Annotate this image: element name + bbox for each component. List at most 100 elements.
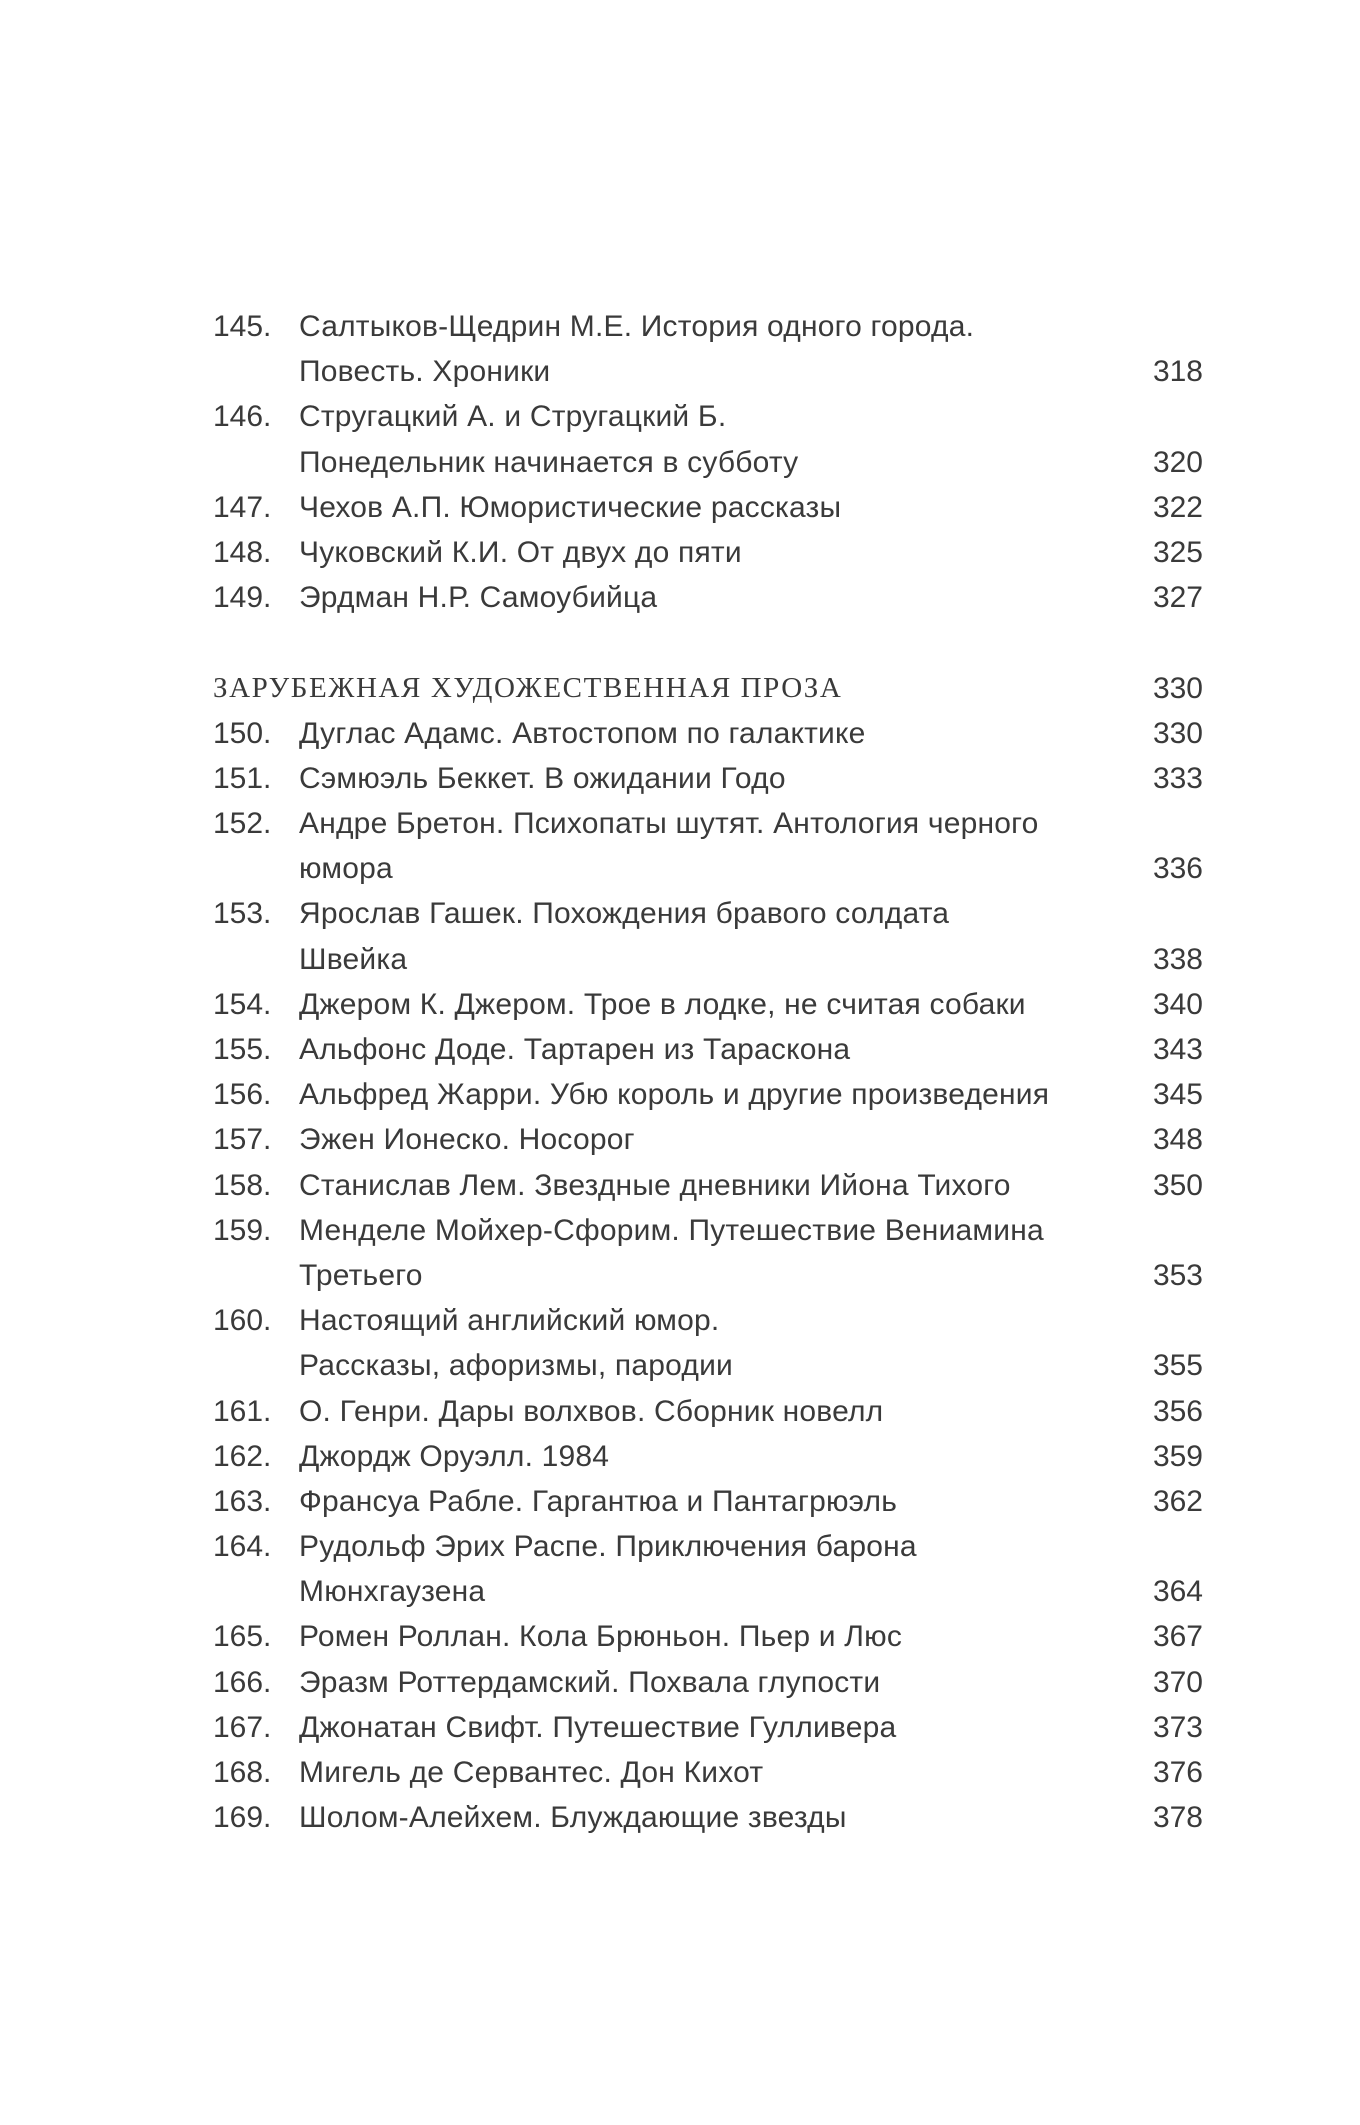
entry-line: 152. Андре Бретон. Психопаты шутят. Антол…	[213, 801, 1203, 846]
entry-title: Альфред Жарри. Убю король и другие произ…	[299, 1078, 1050, 1112]
entry-title: Рудольф Эрих Распе. Приключения барона	[299, 1530, 917, 1564]
entry-page-number: 362	[1152, 1484, 1203, 1518]
entry-number: 153.	[213, 897, 272, 931]
entry-line: 145. Салтыков-Щедрин М.Е. История одного …	[213, 304, 1203, 349]
entry-line: 162. Джордж Оруэлл. 1984 359	[213, 1434, 1203, 1479]
entry-page-number: 348	[1152, 1123, 1203, 1157]
entry-page-number: 320	[1152, 445, 1203, 479]
entry-number: 165.	[213, 1620, 272, 1654]
entry-line: Швейка 338	[213, 937, 1203, 982]
entry-title: Сэмюэль Беккет. В ожидании Годо	[299, 761, 786, 795]
entry-number: 157.	[213, 1123, 272, 1157]
toc-entry: 158. Станислав Лем. Звездные дневники Ийо…	[213, 1163, 1203, 1208]
entry-number: 152.	[213, 807, 272, 841]
entry-page-number: 378	[1152, 1801, 1203, 1835]
entry-title: Джордж Оруэлл. 1984	[299, 1439, 610, 1473]
entry-page-number: 370	[1152, 1665, 1203, 1699]
entry-number: 154.	[213, 987, 272, 1021]
entry-number: 167.	[213, 1710, 272, 1744]
toc-entry: 154. Джером К. Джером. Трое в лодке, не с…	[213, 982, 1203, 1027]
entry-title: Менделе Мойхер-Сфорим. Путешествие Вениа…	[299, 1213, 1044, 1247]
entry-page-number: 325	[1152, 535, 1203, 569]
entry-line: 151. Сэмюэль Беккет. В ожидании Годо 333	[213, 756, 1203, 801]
entry-line: 160. Настоящий английский юмор.	[213, 1298, 1203, 1343]
entry-title: О. Генри. Дары волхвов. Сборник новелл	[299, 1394, 884, 1428]
entry-page-number: 322	[1152, 490, 1203, 524]
entry-page-number: 373	[1152, 1710, 1203, 1744]
entry-line: 157. Эжен Ионеско. Носорог 348	[213, 1117, 1203, 1162]
toc-entry: 165. Ромен Роллан. Кола Брюньон. Пьер и Л…	[213, 1614, 1203, 1659]
entry-title: Станислав Лем. Звездные дневники Ийона Т…	[299, 1168, 1011, 1202]
entry-page-number: 364	[1152, 1575, 1203, 1609]
entry-number: 145.	[213, 310, 272, 343]
entry-page-number: 336	[1152, 852, 1203, 886]
entry-line: 146. Стругацкий А. и Стругацкий Б.	[213, 394, 1203, 439]
entry-title: Третьего	[299, 1258, 423, 1292]
entry-title: Ярослав Гашек. Похождения бравого солдат…	[299, 897, 950, 931]
entry-number: 163.	[213, 1484, 272, 1518]
toc-entry: 160. Настоящий английский юмор. Рассказы, …	[213, 1298, 1203, 1388]
toc-entry: 156. Альфред Жарри. Убю король и другие п…	[213, 1072, 1203, 1117]
entry-number: 155.	[213, 1033, 272, 1066]
toc-entry: 155. Альфонс Доде. Тартарен из Тараскона 3…	[213, 1027, 1203, 1072]
entry-line: 148. Чуковский К.И. От двух до пяти 325	[213, 530, 1203, 575]
entry-title: Чехов А.П. Юмористические рассказы	[299, 490, 842, 524]
entry-title: Ромен Роллан. Кола Брюньон. Пьер и Люс	[299, 1620, 903, 1654]
toc-entry: 145. Салтыков-Щедрин М.Е. История одного …	[213, 304, 1203, 394]
table-of-contents: 145. Салтыков-Щедрин М.Е. История одного …	[213, 304, 1203, 1840]
entry-number: 146.	[213, 400, 272, 434]
entry-title: Чуковский К.И. От двух до пяти	[299, 535, 742, 569]
entry-number: 160.	[213, 1304, 272, 1338]
entry-title: Швейка	[299, 942, 408, 976]
entry-page-number: 338	[1152, 942, 1203, 976]
section-page-number: 330	[1152, 671, 1203, 705]
toc-entry: 148. Чуковский К.И. От двух до пяти 325	[213, 530, 1203, 575]
toc-entry: 159. Менделе Мойхер-Сфорим. Путешествие В…	[213, 1208, 1203, 1298]
entry-title: Альфонс Доде. Тартарен из Тараскона	[299, 1033, 851, 1066]
entry-page-number: 343	[1152, 1033, 1203, 1066]
entry-number: 162.	[213, 1439, 272, 1473]
entry-title: Понедельник начинается в субботу	[299, 445, 799, 479]
toc-entry: 150. Дуглас Адамс. Автостопом по галактик…	[213, 711, 1203, 756]
entry-line: Мюнхгаузена 364	[213, 1569, 1203, 1614]
toc-entry: 152. Андре Бретон. Психопаты шутят. Антол…	[213, 801, 1203, 891]
entry-line: 147. Чехов А.П. Юмористические рассказы 32…	[213, 485, 1203, 530]
entry-page-number: 350	[1152, 1168, 1203, 1202]
entry-page-number: 356	[1152, 1394, 1203, 1428]
entry-line: Повесть. Хроники 318	[213, 349, 1203, 394]
entry-title: Салтыков-Щедрин М.Е. История одного горо…	[299, 310, 975, 343]
entry-title: Повесть. Хроники	[299, 355, 551, 389]
entry-line: 153. Ярослав Гашек. Похождения бравого со…	[213, 891, 1203, 936]
entry-line: 154. Джером К. Джером. Трое в лодке, не с…	[213, 982, 1203, 1027]
entry-line: 165. Ромен Роллан. Кола Брюньон. Пьер и Л…	[213, 1614, 1203, 1659]
entry-number: 147.	[213, 490, 272, 524]
toc-entry: 161. О. Генри. Дары волхвов. Сборник нове…	[213, 1389, 1203, 1434]
entry-page-number: 353	[1152, 1258, 1203, 1292]
entry-line: 168. Мигель де Сервантес. Дон Кихот 376	[213, 1750, 1203, 1795]
entry-line: Третьего 353	[213, 1253, 1203, 1298]
entry-title: юмора	[299, 852, 393, 886]
entry-number: 166.	[213, 1665, 272, 1699]
entry-title: Андре Бретон. Психопаты шутят. Антология…	[299, 807, 1039, 841]
toc-entry: 168. Мигель де Сервантес. Дон Кихот 376	[213, 1750, 1203, 1795]
entry-line: юмора 336	[213, 846, 1203, 891]
entry-line: 166. Эразм Роттердамский. Похвала глупост…	[213, 1660, 1203, 1705]
entry-page-number: 345	[1152, 1078, 1203, 1112]
entry-title: Джонатан Свифт. Путешествие Гулливера	[299, 1710, 897, 1744]
toc-entry: 164. Рудольф Эрих Распе. Приключения баро…	[213, 1524, 1203, 1614]
entry-page-number: 327	[1152, 581, 1203, 615]
entry-line: 161. О. Генри. Дары волхвов. Сборник нове…	[213, 1389, 1203, 1434]
toc-entry: 153. Ярослав Гашек. Похождения бравого со…	[213, 891, 1203, 981]
entry-title: Настоящий английский юмор.	[299, 1304, 720, 1338]
entry-line: Рассказы, афоризмы, пародии 355	[213, 1343, 1203, 1388]
toc-entry: 167. Джонатан Свифт. Путешествие Гулливер…	[213, 1705, 1203, 1750]
entry-title: Мигель де Сервантес. Дон Кихот	[299, 1756, 764, 1789]
entry-line: 167. Джонатан Свифт. Путешествие Гулливер…	[213, 1705, 1203, 1750]
toc-entry: 147. Чехов А.П. Юмористические рассказы 32…	[213, 485, 1203, 530]
entry-line: 158. Станислав Лем. Звездные дневники Ийо…	[213, 1163, 1203, 1208]
toc-entry: 166. Эразм Роттердамский. Похвала глупост…	[213, 1660, 1203, 1705]
toc-entry: 146. Стругацкий А. и Стругацкий Б. Понедел…	[213, 394, 1203, 484]
entry-number: 164.	[213, 1530, 272, 1564]
entry-number: 159.	[213, 1213, 272, 1247]
entry-line: 149. Эрдман Н.Р. Самоубийца 327	[213, 575, 1203, 620]
